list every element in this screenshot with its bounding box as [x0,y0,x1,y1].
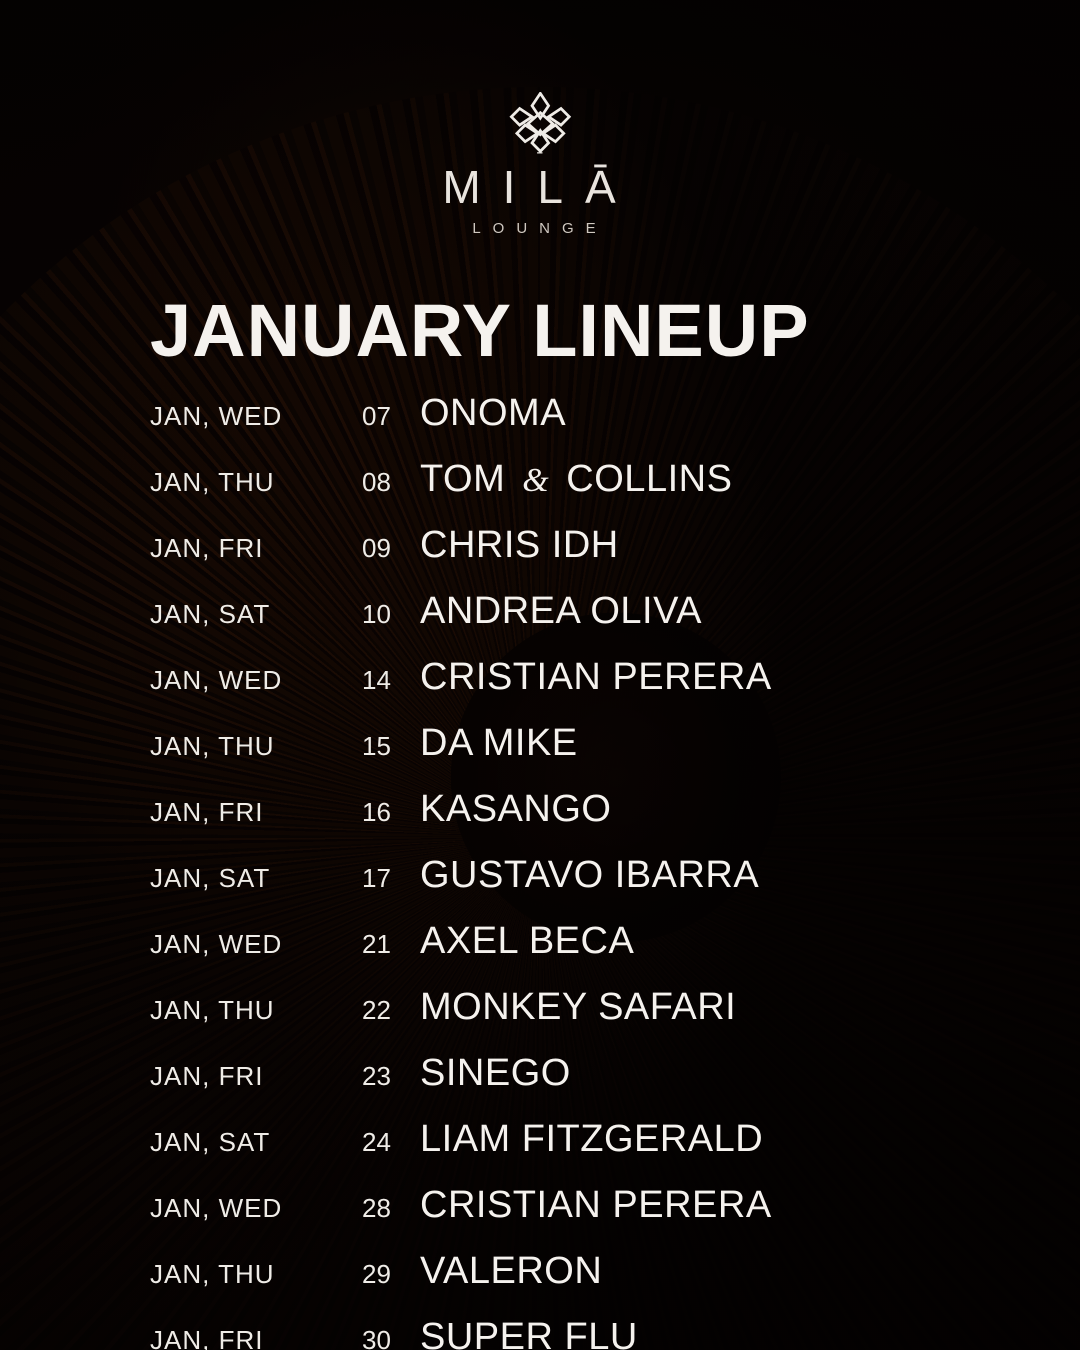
lineup-row-4: JAN, WED 14 CRISTIAN PERERA [150,656,1020,699]
lineup-date: 29 [362,1259,420,1290]
lineup-day: JAN, FRI [150,797,362,828]
lineup-day: JAN, SAT [150,863,362,894]
lineup-artist: VALERON [420,1250,602,1293]
lineup-artist: LIAM FITZGERALD [420,1118,763,1161]
page-title: JANUARY LINEUP [150,288,810,373]
lineup-day: JAN, WED [150,1193,362,1224]
lineup-date: 24 [362,1127,420,1158]
lineup-artist: ONOMA [420,392,566,435]
lineup-date: 28 [362,1193,420,1224]
brand-name-text: ˉ MILĀ [442,164,637,210]
lineup-date: 07 [362,401,420,432]
lineup-date: 09 [362,533,420,564]
lineup-date: 16 [362,797,420,828]
lineup-day: JAN, FRI [150,1325,362,1350]
macron-accent: ˉ [537,150,544,170]
lineup-date: 23 [362,1061,420,1092]
lineup-row-10: JAN, FRI 23 SINEGO [150,1052,1020,1095]
lineup-date: 30 [362,1325,420,1350]
lineup-artist: SINEGO [420,1052,571,1095]
lineup-date: 22 [362,995,420,1026]
lineup-artist: KASANGO [420,788,611,831]
lineup-row-8: JAN, WED 21 AXEL BECA [150,920,1020,963]
lineup-row-13: JAN, THU 29 VALERON [150,1250,1020,1293]
lineup-day: JAN, WED [150,929,362,960]
brand-snowflake-icon [505,92,575,154]
lineup-day: JAN, THU [150,995,362,1026]
lineup-day: JAN, THU [150,731,362,762]
lineup-day: JAN, FRI [150,533,362,564]
lineup-date: 21 [362,929,420,960]
lineup-artist: GUSTAVO IBARRA [420,854,759,897]
poster-content: ˉ MILĀ LOUNGE JANUARY LINEUP JAN, WED 07… [0,0,1080,1350]
lineup-artist: DA MIKE [420,722,578,765]
lineup-row-3: JAN, SAT 10 ANDREA OLIVA [150,590,1020,633]
lineup-date: 10 [362,599,420,630]
lineup-day: JAN, SAT [150,599,362,630]
poster-background: ˉ MILĀ LOUNGE JANUARY LINEUP JAN, WED 07… [0,0,1080,1350]
lineup-day: JAN, THU [150,1259,362,1290]
lineup-row-2: JAN, FRI 09 CHRIS IDH [150,524,1020,567]
lineup-row-11: JAN, SAT 24 LIAM FITZGERALD [150,1118,1020,1161]
lineup-artist: AXEL BECA [420,920,634,963]
lineup-date: 08 [362,467,420,498]
lineup-artist: CHRIS IDH [420,524,619,567]
lineup-day: JAN, WED [150,665,362,696]
brand-subtitle-text: LOUNGE [442,220,637,237]
lineup-day: JAN, SAT [150,1127,362,1158]
lineup-day: JAN, WED [150,401,362,432]
lineup-day: JAN, FRI [150,1061,362,1092]
lineup-artist: ANDREA OLIVA [420,590,702,633]
lineup-artist: CRISTIAN PERERA [420,1184,772,1227]
lineup-list: JAN, WED 07 ONOMA JAN, THU 08 TOM & COLL… [150,392,1020,1350]
lineup-artist: SUPER FLU [420,1316,638,1350]
lineup-artist: CRISTIAN PERERA [420,656,772,699]
lineup-date: 15 [362,731,420,762]
lineup-row-0: JAN, WED 07 ONOMA [150,392,1020,435]
lineup-artist: MONKEY SAFARI [420,986,736,1029]
brand-logo-block: ˉ MILĀ LOUNGE [442,92,637,237]
lineup-day: JAN, THU [150,467,362,498]
lineup-row-9: JAN, THU 22 MONKEY SAFARI [150,986,1020,1029]
lineup-row-5: JAN, THU 15 DA MIKE [150,722,1020,765]
lineup-row-6: JAN, FRI 16 KASANGO [150,788,1020,831]
lineup-row-14: JAN, FRI 30 SUPER FLU [150,1316,1020,1350]
lineup-date: 17 [362,863,420,894]
lineup-artist: TOM & COLLINS [420,458,732,501]
lineup-row-12: JAN, WED 28 CRISTIAN PERERA [150,1184,1020,1227]
lineup-row-1: JAN, THU 08 TOM & COLLINS [150,458,1020,501]
lineup-row-7: JAN, SAT 17 GUSTAVO IBARRA [150,854,1020,897]
lineup-date: 14 [362,665,420,696]
